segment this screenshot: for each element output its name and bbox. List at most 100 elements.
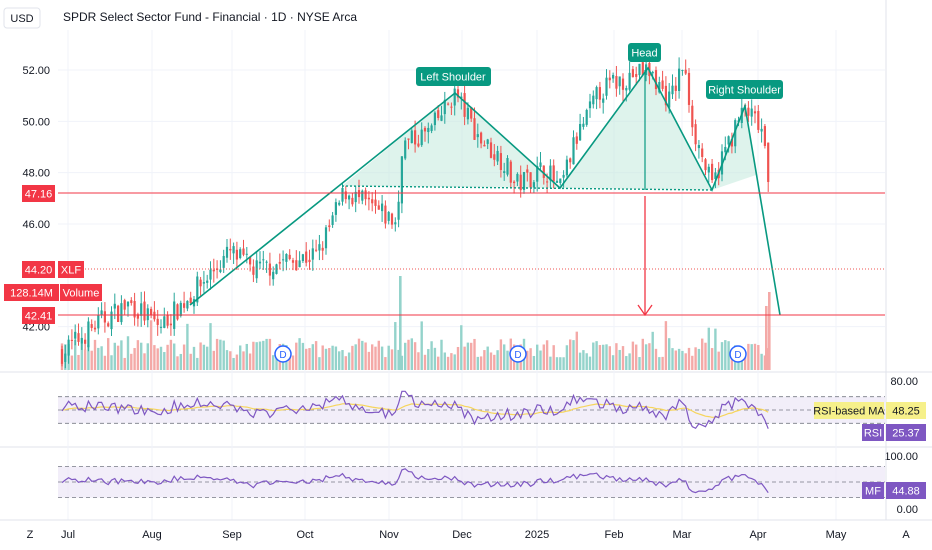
candle-body (344, 191, 347, 200)
zoom-button[interactable]: Z (20, 524, 40, 544)
volume-bar (232, 357, 235, 370)
volume-bar (489, 352, 493, 370)
candle-body (301, 254, 304, 261)
volume-bar (149, 320, 153, 370)
time-tick-label: Oct (296, 529, 313, 541)
candle-body (463, 93, 466, 117)
volume-bar (701, 338, 704, 370)
volume-bar (399, 276, 402, 370)
time-tick-label: Sep (222, 529, 242, 541)
candle-body (516, 173, 519, 182)
candle-body (664, 85, 667, 106)
volume-bar (80, 343, 83, 370)
candle-body (107, 323, 110, 327)
price-tick-label: 48.00 (22, 168, 50, 180)
candle-body (239, 249, 242, 259)
candle-body (189, 297, 192, 304)
rsi-line (61, 390, 769, 430)
candle-body (704, 159, 707, 171)
candle-body (384, 205, 387, 224)
volume-bar (410, 338, 413, 370)
volume-bar (618, 349, 621, 370)
candle-body (526, 169, 529, 173)
svg-text:A: A (902, 529, 910, 541)
candle-body (126, 301, 130, 307)
volume-bar (380, 346, 384, 370)
candle-body (278, 261, 281, 264)
volume-bar (318, 357, 321, 370)
volume-bar (532, 355, 536, 370)
svg-text:MF: MF (865, 486, 881, 498)
volume-bar (496, 350, 499, 370)
dividend-marker[interactable]: D (729, 345, 747, 363)
volume-bar (202, 344, 206, 370)
volume-bar (456, 346, 460, 370)
candle-body (150, 308, 153, 315)
currency-box[interactable] (3, 7, 41, 29)
candle-body (592, 95, 595, 105)
volume-bar (242, 351, 245, 370)
volume-bar (648, 343, 651, 370)
candle-body (136, 314, 139, 319)
volume-bar (182, 344, 186, 370)
volume-bar (126, 336, 130, 370)
candle-body (674, 85, 677, 91)
candle-body (658, 82, 661, 93)
candle-body (199, 279, 202, 287)
head-fill (560, 68, 712, 190)
volume-bar (654, 348, 658, 370)
volume-bar (661, 356, 664, 370)
candle-body (219, 269, 222, 272)
volume-bar (423, 354, 427, 370)
volume-bar (351, 345, 354, 370)
volume-bar (120, 340, 123, 370)
candle-body (235, 249, 238, 260)
candle-body (513, 181, 516, 184)
candle-body (711, 163, 714, 181)
volume-bar (691, 355, 694, 370)
candle-body (681, 70, 684, 72)
volume-bar (694, 347, 697, 370)
candle-body (400, 156, 403, 204)
candle-body (618, 76, 621, 87)
volume-bar (417, 352, 420, 370)
volume-bar (324, 348, 328, 370)
mf-name-label: MF (862, 482, 884, 499)
candle-body (351, 197, 354, 205)
candle-body (245, 253, 248, 255)
volume-bar (499, 339, 503, 370)
auto-scale-button[interactable]: A (896, 524, 916, 544)
volume-bar (397, 349, 400, 370)
time-tick-label: 2025 (525, 529, 549, 541)
volume-bar (347, 352, 351, 370)
candle-body (707, 166, 710, 173)
candle-body (153, 311, 156, 320)
dividend-marker[interactable]: D (509, 345, 527, 363)
volume-bar (331, 345, 334, 370)
candle-body (202, 282, 205, 284)
svg-text:XLF: XLF (61, 265, 81, 277)
candle-body (390, 213, 394, 225)
volume-bar (644, 344, 648, 370)
volume-bar (100, 346, 103, 370)
candle-body (572, 137, 575, 165)
volume-bar (364, 342, 367, 370)
candle-body (209, 269, 212, 280)
candle-body (447, 103, 450, 105)
dividend-marker[interactable]: D (274, 345, 292, 363)
volume-bar (506, 350, 509, 370)
candle-body (311, 248, 314, 260)
volume-bar (631, 341, 635, 370)
volume-bar (400, 355, 404, 370)
volume-bar (206, 346, 209, 370)
volume-bar (602, 344, 605, 370)
candle-body (536, 165, 539, 182)
volume-bar (341, 350, 344, 370)
volume-bar (295, 342, 298, 370)
volume-bar (357, 338, 361, 370)
volume-bar (565, 345, 569, 370)
volume-bar (687, 347, 691, 370)
volume-bar (245, 343, 248, 370)
volume-bar (275, 356, 278, 370)
volume-bar (272, 355, 275, 370)
